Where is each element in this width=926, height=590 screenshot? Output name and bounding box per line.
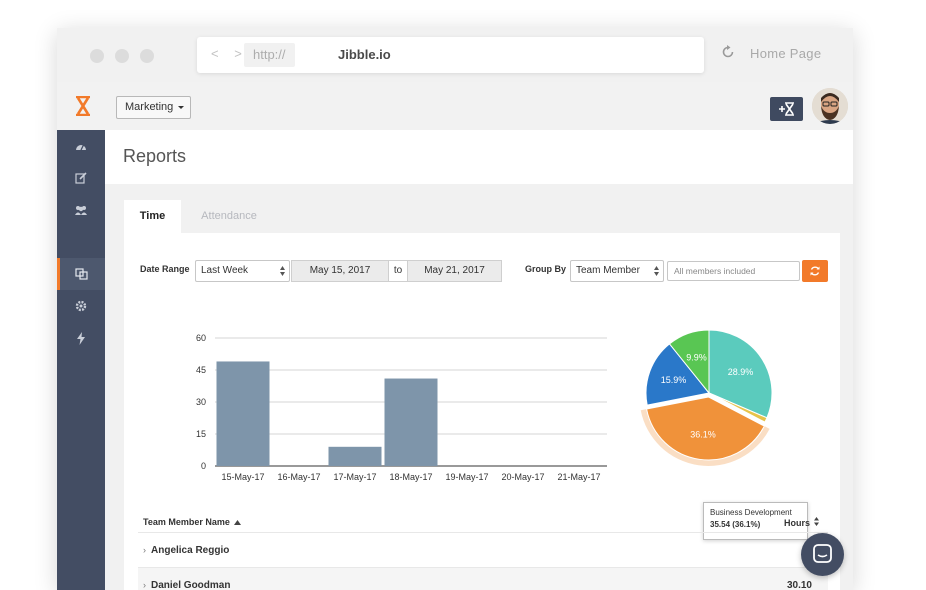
tooltip-value: 35.54 (36.1%) xyxy=(710,520,761,529)
date-range-label: Date Range xyxy=(140,264,190,274)
select-arrows-icon xyxy=(280,266,285,276)
y-tick-label: 45 xyxy=(196,365,206,375)
bar xyxy=(328,446,382,466)
pie-slice xyxy=(708,392,768,423)
member-name: Daniel Goodman xyxy=(151,580,231,590)
pie-slice-label: 15.9% xyxy=(661,375,687,385)
column-header-name-label: Team Member Name xyxy=(143,517,230,527)
sidebar-item-edit[interactable] xyxy=(57,162,105,194)
bolt-icon xyxy=(77,331,85,345)
x-tick-label: 17-May-17 xyxy=(333,472,376,482)
sidebar-item-settings[interactable] xyxy=(57,290,105,322)
group-by-label: Group By xyxy=(525,264,567,274)
select-arrows-icon xyxy=(654,266,659,276)
x-tick-label: 19-May-17 xyxy=(445,472,488,482)
pie-slice-label: 28.9% xyxy=(728,367,754,377)
app-header: Marketing xyxy=(57,82,853,130)
column-header-hours-label: Hours xyxy=(784,518,811,528)
members-filter-input[interactable]: All members included xyxy=(667,261,800,281)
pie-slice-label: 36.1% xyxy=(690,429,716,439)
browser-chrome: < > http:// Jibble.io Home Page xyxy=(57,28,853,82)
url-protocol: http:// xyxy=(244,43,295,67)
refresh-icon xyxy=(810,266,820,276)
sort-asc-icon xyxy=(234,520,242,525)
hourglass-icon[interactable] xyxy=(75,96,91,116)
users-icon xyxy=(75,206,87,215)
window-minimize-dot[interactable] xyxy=(115,49,129,63)
tab-attendance[interactable]: Attendance xyxy=(201,210,257,222)
team-dropdown-label: Marketing xyxy=(125,101,174,113)
chevron-down-icon xyxy=(178,105,185,109)
chat-button[interactable] xyxy=(801,533,844,576)
column-header-hours[interactable]: Hours xyxy=(784,517,819,528)
nav-arrows-icon[interactable]: < > xyxy=(211,46,248,61)
group-by-select[interactable]: Team Member xyxy=(570,260,664,282)
y-tick-label: 30 xyxy=(196,397,206,407)
sidebar-item-users[interactable] xyxy=(57,194,105,226)
table-row[interactable]: › Angelica Reggio 1 xyxy=(138,532,828,567)
settings-icon xyxy=(75,300,87,312)
sort-icon xyxy=(813,517,819,526)
pie-slice xyxy=(646,396,765,461)
clock-in-button[interactable] xyxy=(770,97,803,121)
reports-icon xyxy=(74,268,88,280)
sidebar xyxy=(57,130,105,590)
x-tick-label: 15-May-17 xyxy=(221,472,264,482)
x-tick-label: 20-May-17 xyxy=(501,472,544,482)
tab-time[interactable]: Time xyxy=(124,200,181,233)
avatar[interactable] xyxy=(812,88,848,124)
table-row[interactable]: › Daniel Goodman 30.10 xyxy=(138,567,828,590)
x-tick-label: 16-May-17 xyxy=(277,472,320,482)
main-content: Reports Time Attendance Date Range Last … xyxy=(105,130,853,590)
chevron-right-icon[interactable]: › xyxy=(143,545,146,555)
bar xyxy=(384,378,438,466)
edit-icon xyxy=(75,172,87,184)
date-range-value: Last Week xyxy=(201,265,249,276)
to-label: to xyxy=(389,260,407,282)
url-text[interactable]: Jibble.io xyxy=(338,47,391,62)
y-tick-label: 0 xyxy=(201,461,206,471)
team-dropdown[interactable]: Marketing xyxy=(116,96,191,119)
refresh-button[interactable] xyxy=(802,260,828,282)
window-close-dot[interactable] xyxy=(90,49,104,63)
home-page-link[interactable]: Home Page xyxy=(750,46,822,61)
bar xyxy=(216,361,270,466)
page-title: Reports xyxy=(123,146,187,166)
chat-icon xyxy=(813,544,832,563)
pie-slice-label: 9.9% xyxy=(686,352,707,362)
sidebar-item-dashboard[interactable] xyxy=(57,130,105,162)
chevron-right-icon[interactable]: › xyxy=(143,580,146,590)
group-by-value: Team Member xyxy=(576,265,640,276)
dashboard-icon xyxy=(76,144,86,151)
sidebar-item-reports[interactable] xyxy=(57,258,105,290)
tooltip-title: Business Development xyxy=(710,508,792,517)
date-range-select[interactable]: Last Week xyxy=(195,260,290,282)
x-tick-label: 18-May-17 xyxy=(389,472,432,482)
start-date-field[interactable]: May 15, 2017 xyxy=(291,260,389,282)
y-tick-label: 60 xyxy=(196,333,206,343)
browser-window: < > http:// Jibble.io Home Page Marketin… xyxy=(57,28,853,590)
reload-icon[interactable] xyxy=(721,45,735,59)
sidebar-item-integrations[interactable] xyxy=(57,322,105,354)
pie-slice xyxy=(708,329,773,419)
charts-area: 0 15 30 45 60 15-May-17 16-May-17 17-May-17 18-M… xyxy=(196,329,773,482)
end-date-field[interactable]: May 21, 2017 xyxy=(407,260,502,282)
window-maximize-dot[interactable] xyxy=(140,49,154,63)
member-hours: 30.10 xyxy=(786,580,812,590)
x-tick-label: 21-May-17 xyxy=(557,472,600,482)
address-bar[interactable]: < > http:// Jibble.io xyxy=(197,37,704,73)
clock-in-icon xyxy=(779,102,794,116)
pie-tooltip: Business Development 35.54 (36.1%) xyxy=(703,502,808,540)
user-photo-icon xyxy=(812,88,848,124)
bar-chart: 0 15 30 45 60 15-May-17 16-May-17 17-May-17 18-M… xyxy=(196,333,607,482)
report-card: Date Range Last Week May 15, 2017 to May… xyxy=(124,233,840,590)
title-band: Reports xyxy=(105,130,853,184)
pie-chart[interactable]: 28.9% 36.1% 15.9% 9.9% xyxy=(640,329,773,466)
member-name: Angelica Reggio xyxy=(151,545,230,556)
y-tick-label: 15 xyxy=(196,429,206,439)
pie-slice xyxy=(645,343,710,406)
pie-slice xyxy=(668,329,710,395)
column-header-name[interactable]: Team Member Name xyxy=(143,517,242,527)
